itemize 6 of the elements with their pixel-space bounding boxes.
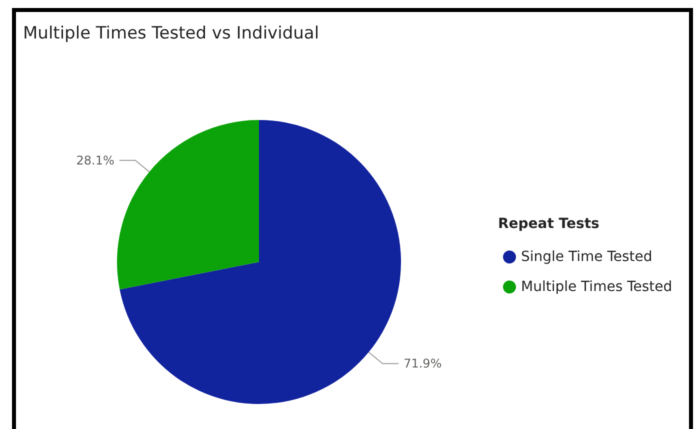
legend-label: Multiple Times Tested xyxy=(521,279,672,295)
legend-label: Single Time Tested xyxy=(521,249,652,265)
data-label: 28.1% xyxy=(76,153,114,168)
chart-title: Multiple Times Tested vs Individual xyxy=(23,24,320,44)
data-label: 71.9% xyxy=(404,356,442,371)
legend-title: Repeat Tests xyxy=(498,216,600,232)
